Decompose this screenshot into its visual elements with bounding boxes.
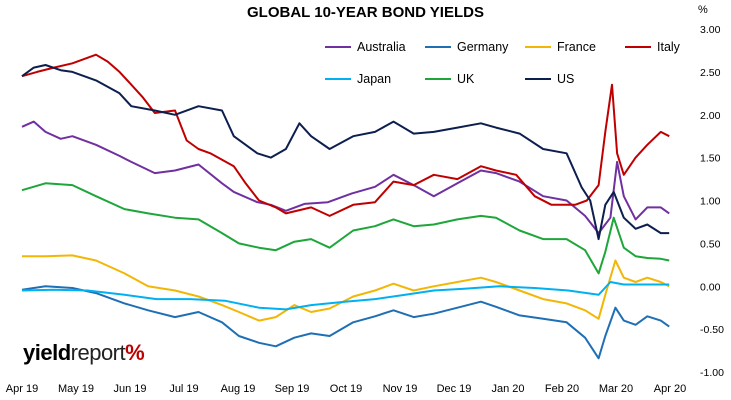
x-tick-label: Nov 19: [383, 383, 418, 395]
legend-swatch: [525, 46, 551, 48]
legend-item-france: France: [525, 40, 596, 54]
y-tick-label: 0.00: [700, 281, 721, 293]
x-tick-label: May 19: [58, 383, 94, 395]
brand-part-percent: %: [125, 340, 145, 365]
x-tick-label: Dec 19: [437, 383, 472, 395]
legend-label: US: [557, 72, 575, 86]
y-tick-label: 1.50: [700, 153, 721, 165]
x-tick-label: Mar 20: [599, 383, 633, 395]
legend-item-australia: Australia: [325, 40, 406, 54]
series-lines: [21, 53, 670, 360]
series-line-france: [22, 254, 670, 322]
y-tick-label: 1.00: [700, 196, 721, 208]
y-tick-label: -1.00: [700, 367, 724, 379]
y-tick-label: 0.50: [700, 238, 721, 250]
series-line-japan: [21, 281, 670, 311]
legend-label: Germany: [457, 40, 509, 54]
x-tick-label: Aug 19: [221, 383, 256, 395]
legend-item-uk: UK: [425, 72, 474, 86]
x-tick-label: Jan 20: [491, 383, 524, 395]
legend-swatch: [325, 78, 351, 80]
legend-item-germany: Germany: [425, 40, 508, 54]
series-line-us: [21, 64, 670, 241]
legend-label: UK: [457, 72, 475, 86]
legend-item-us: US: [525, 72, 574, 86]
brand-part-yield: yield: [23, 340, 71, 365]
legend-label: Japan: [357, 72, 392, 86]
x-tick-label: Apr 19: [6, 383, 38, 395]
legend-swatch: [625, 46, 651, 48]
legend-item-italy: Italy: [625, 40, 680, 54]
y-tick-label: 2.50: [700, 67, 721, 79]
series-line-uk: [21, 182, 670, 275]
x-tick-label: Jun 19: [113, 383, 146, 395]
brand-logo: yieldreport%: [23, 340, 145, 366]
legend-label: Australia: [357, 40, 406, 54]
legend-swatch: [525, 78, 551, 80]
y-axis-ticks: 3.00 2.50 2.00 1.50 1.00 0.50 0.00 -0.50 -1.00: [700, 24, 724, 379]
x-tick-label: Oct 19: [330, 383, 362, 395]
legend-swatch: [425, 46, 451, 48]
x-tick-label: Feb 20: [545, 383, 579, 395]
x-tick-label: Jul 19: [169, 383, 198, 395]
legend-item-japan: Japan: [325, 72, 391, 86]
legend-swatch: [425, 78, 451, 80]
legend-label: France: [557, 40, 596, 54]
brand-part-report: report: [70, 340, 126, 365]
x-tick-label: Apr 20: [654, 383, 686, 395]
y-axis-unit: %: [698, 4, 708, 16]
legend-swatch: [325, 46, 351, 48]
x-axis-ticks: Apr 19 May 19 Jun 19 Jul 19 Aug 19 Sep 19 Oct …: [6, 383, 686, 395]
y-tick-label: 3.00: [700, 24, 721, 36]
x-tick-label: Sep 19: [275, 383, 310, 395]
legend-label: Italy: [657, 40, 680, 54]
legend: Australia Germany France Italy Japan UK US: [325, 40, 695, 92]
chart-title: GLOBAL 10-YEAR BOND YIELDS: [247, 4, 484, 21]
series-line-italy: [21, 53, 670, 217]
y-tick-label: -0.50: [700, 324, 724, 336]
series-line-australia: [21, 120, 670, 235]
y-tick-label: 2.00: [700, 110, 721, 122]
series-line-germany: [21, 285, 670, 360]
